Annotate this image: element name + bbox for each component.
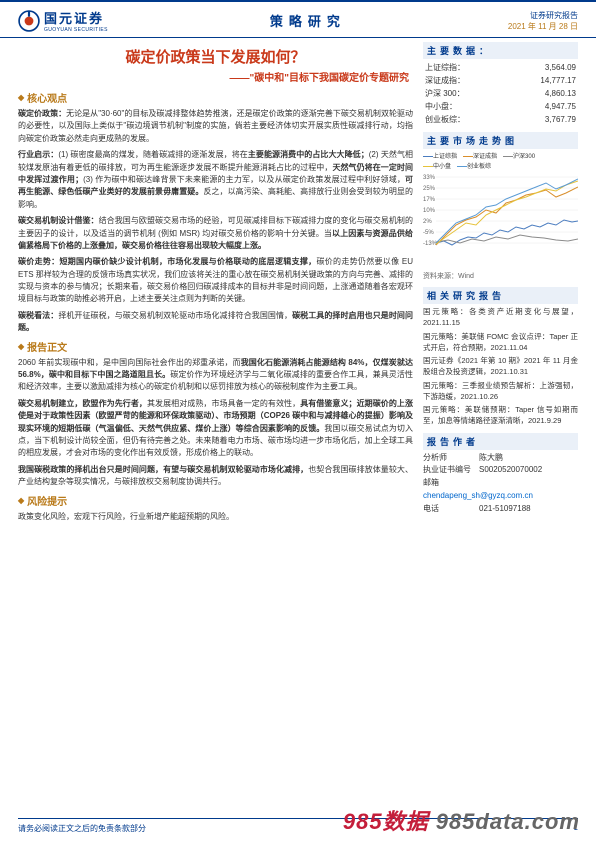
gridlines	[436, 177, 578, 243]
company-logo: 国元证券 GUOYUAN SECURITIES	[18, 8, 108, 33]
para-industry: 行业启示：(1) 碳密度最高的煤发，随着碳减排的逐渐发展，将在主要能源消费中的占…	[18, 149, 413, 211]
chart-caption: 资料来源：Wind	[423, 271, 578, 281]
side-indices-title: 主要数据：	[423, 42, 578, 59]
report-subtitle: ——"碳中和"目标下我国碳定价专题研究	[18, 69, 413, 84]
chart-legend: 上证综指 深证成指 沪深300	[423, 151, 578, 160]
list-item: 国元策略：美联储预期：Taper 信号如期而至，加息等情绪路径逐渐清晰，2021…	[423, 404, 578, 427]
legend-swatch	[503, 156, 513, 157]
list-item: 国元证券《2021 年第 10 期》2021 年 11 月金股组合及投资逻辑，2…	[423, 355, 578, 378]
sidebar: 主要数据： 上证综指：3,564.09 深证成指：14,777.17 沪深 30…	[423, 38, 578, 527]
diamond-icon: ◆	[18, 93, 24, 102]
diamond-icon: ◆	[18, 342, 24, 351]
svg-text:-5%: -5%	[423, 230, 434, 236]
report-date: 2021 年 11 月 28 日	[508, 21, 578, 32]
company-name-cn: 国元证券	[44, 8, 108, 27]
svg-text:2%: 2%	[423, 219, 432, 225]
para-2060: 2060 年前实现碳中和，是中国向国际社会作出的郑重承诺，而我国化石能源消耗占能…	[18, 357, 413, 394]
list-item: 国元策略：美联储 FOMC 会议点评：Taper 正式开启，符合预期，2021.…	[423, 331, 578, 354]
report-type: 证券研究报告	[508, 10, 578, 21]
chart-series	[436, 179, 578, 245]
indices-table: 上证综指：3,564.09 深证成指：14,777.17 沪深 300：4,86…	[423, 61, 578, 126]
y-axis-labels: 33% 25% 17% 10% 2% -5% -13%	[423, 175, 438, 247]
analyst-info: 分析师陈大鹏 执业证书编号S0020520070002 邮箱chendapeng…	[423, 452, 578, 516]
footer-disclaimer: 请务必阅读正文之后的免责条款部分	[18, 823, 146, 834]
svg-text:-13%: -13%	[423, 241, 438, 247]
header-right: 证券研究报告 2021 年 11 月 28 日	[508, 10, 578, 32]
list-item: 国元策略：各类资产近期变化与展望，2021.11.15	[423, 306, 578, 329]
main-content: 碳定价政策当下发展如何？ ——"碳中和"目标下我国碳定价专题研究 ◆核心观点 碳…	[18, 38, 413, 527]
para-trend: 碳价走势：短期国内碳价缺少设计机制，市场化发展与价格联动的底层逻辑支撑，碳价的走…	[18, 256, 413, 306]
list-item: 国元策略：三季报业绩预告解析：上游强韧，下游趋缓，2021.10.26	[423, 380, 578, 403]
svg-text:33%: 33%	[423, 175, 436, 181]
para-tax: 碳税看法：择机开征碳税，与碳交易机制双轮驱动市场化减排符合我国国情，碳税工具的择…	[18, 310, 413, 335]
side-reports-title: 相关研究报告	[423, 287, 578, 304]
company-name-en: GUOYUAN SECURITIES	[44, 27, 108, 33]
legend-swatch	[463, 156, 473, 157]
chart-legend-2: 中小盘 创业板综	[423, 161, 578, 170]
section-body: ◆报告正文	[18, 339, 413, 354]
para-mechanism: 碳交易机制设计借鉴：结合我国与欧盟碳交易市场的经验，可见碳减排目标下碳减排力度的…	[18, 215, 413, 252]
table-row: 中小盘：4,947.75	[423, 100, 578, 113]
series-4	[436, 181, 578, 244]
trend-chart: 33% 25% 17% 10% 2% -5% -13%	[423, 172, 578, 267]
series-5	[436, 179, 578, 243]
series-2	[436, 187, 578, 245]
para-pricing: 碳定价政策：无论是从"30·60"的目标及碳减排整体趋势推演，还是碳定价政策的逐…	[18, 108, 413, 145]
diamond-icon: ◆	[18, 496, 24, 505]
table-row: 深证成指：14,777.17	[423, 74, 578, 87]
para-risk: 政策变化风险，宏观下行风险，行业新增产能超预期的风险。	[18, 511, 413, 523]
svg-text:25%: 25%	[423, 186, 436, 192]
legend-swatch	[423, 166, 433, 167]
side-author-title: 报告作者	[423, 433, 578, 450]
series-1	[436, 220, 578, 245]
report-title: 碳定价政策当下发展如何？	[18, 46, 413, 67]
para-cn-tax: 我国碳税政策的择机出台只是时间问题，有望与碳交易机制双轮驱动市场化减排，也契合我…	[18, 464, 413, 489]
header-category: 策略研究	[108, 11, 508, 30]
legend-swatch	[423, 156, 433, 157]
page-header: 国元证券 GUOYUAN SECURITIES 策略研究 证券研究报告 2021…	[0, 2, 596, 38]
svg-text:17%: 17%	[423, 197, 436, 203]
related-reports: 国元策略：各类资产近期变化与展望，2021.11.15 国元策略：美联储 FOM…	[423, 306, 578, 427]
logo-icon	[18, 10, 40, 32]
table-row: 沪深 300：4,860.13	[423, 87, 578, 100]
side-chart-title: 主要市场走势图	[423, 132, 578, 149]
table-row: 创业板综：3,767.79	[423, 113, 578, 126]
section-risk: ◆风险提示	[18, 493, 413, 508]
table-row: 上证综指：3,564.09	[423, 61, 578, 74]
svg-text:10%: 10%	[423, 208, 436, 214]
legend-swatch	[457, 166, 467, 167]
para-eu: 碳交易机制建立，欧盟作为先行者，其发展相对成熟，市场具备一定的有效性，具有借鉴意…	[18, 398, 413, 460]
watermark: 985数据 985data.com	[343, 804, 580, 836]
section-core: ◆核心观点	[18, 90, 413, 105]
